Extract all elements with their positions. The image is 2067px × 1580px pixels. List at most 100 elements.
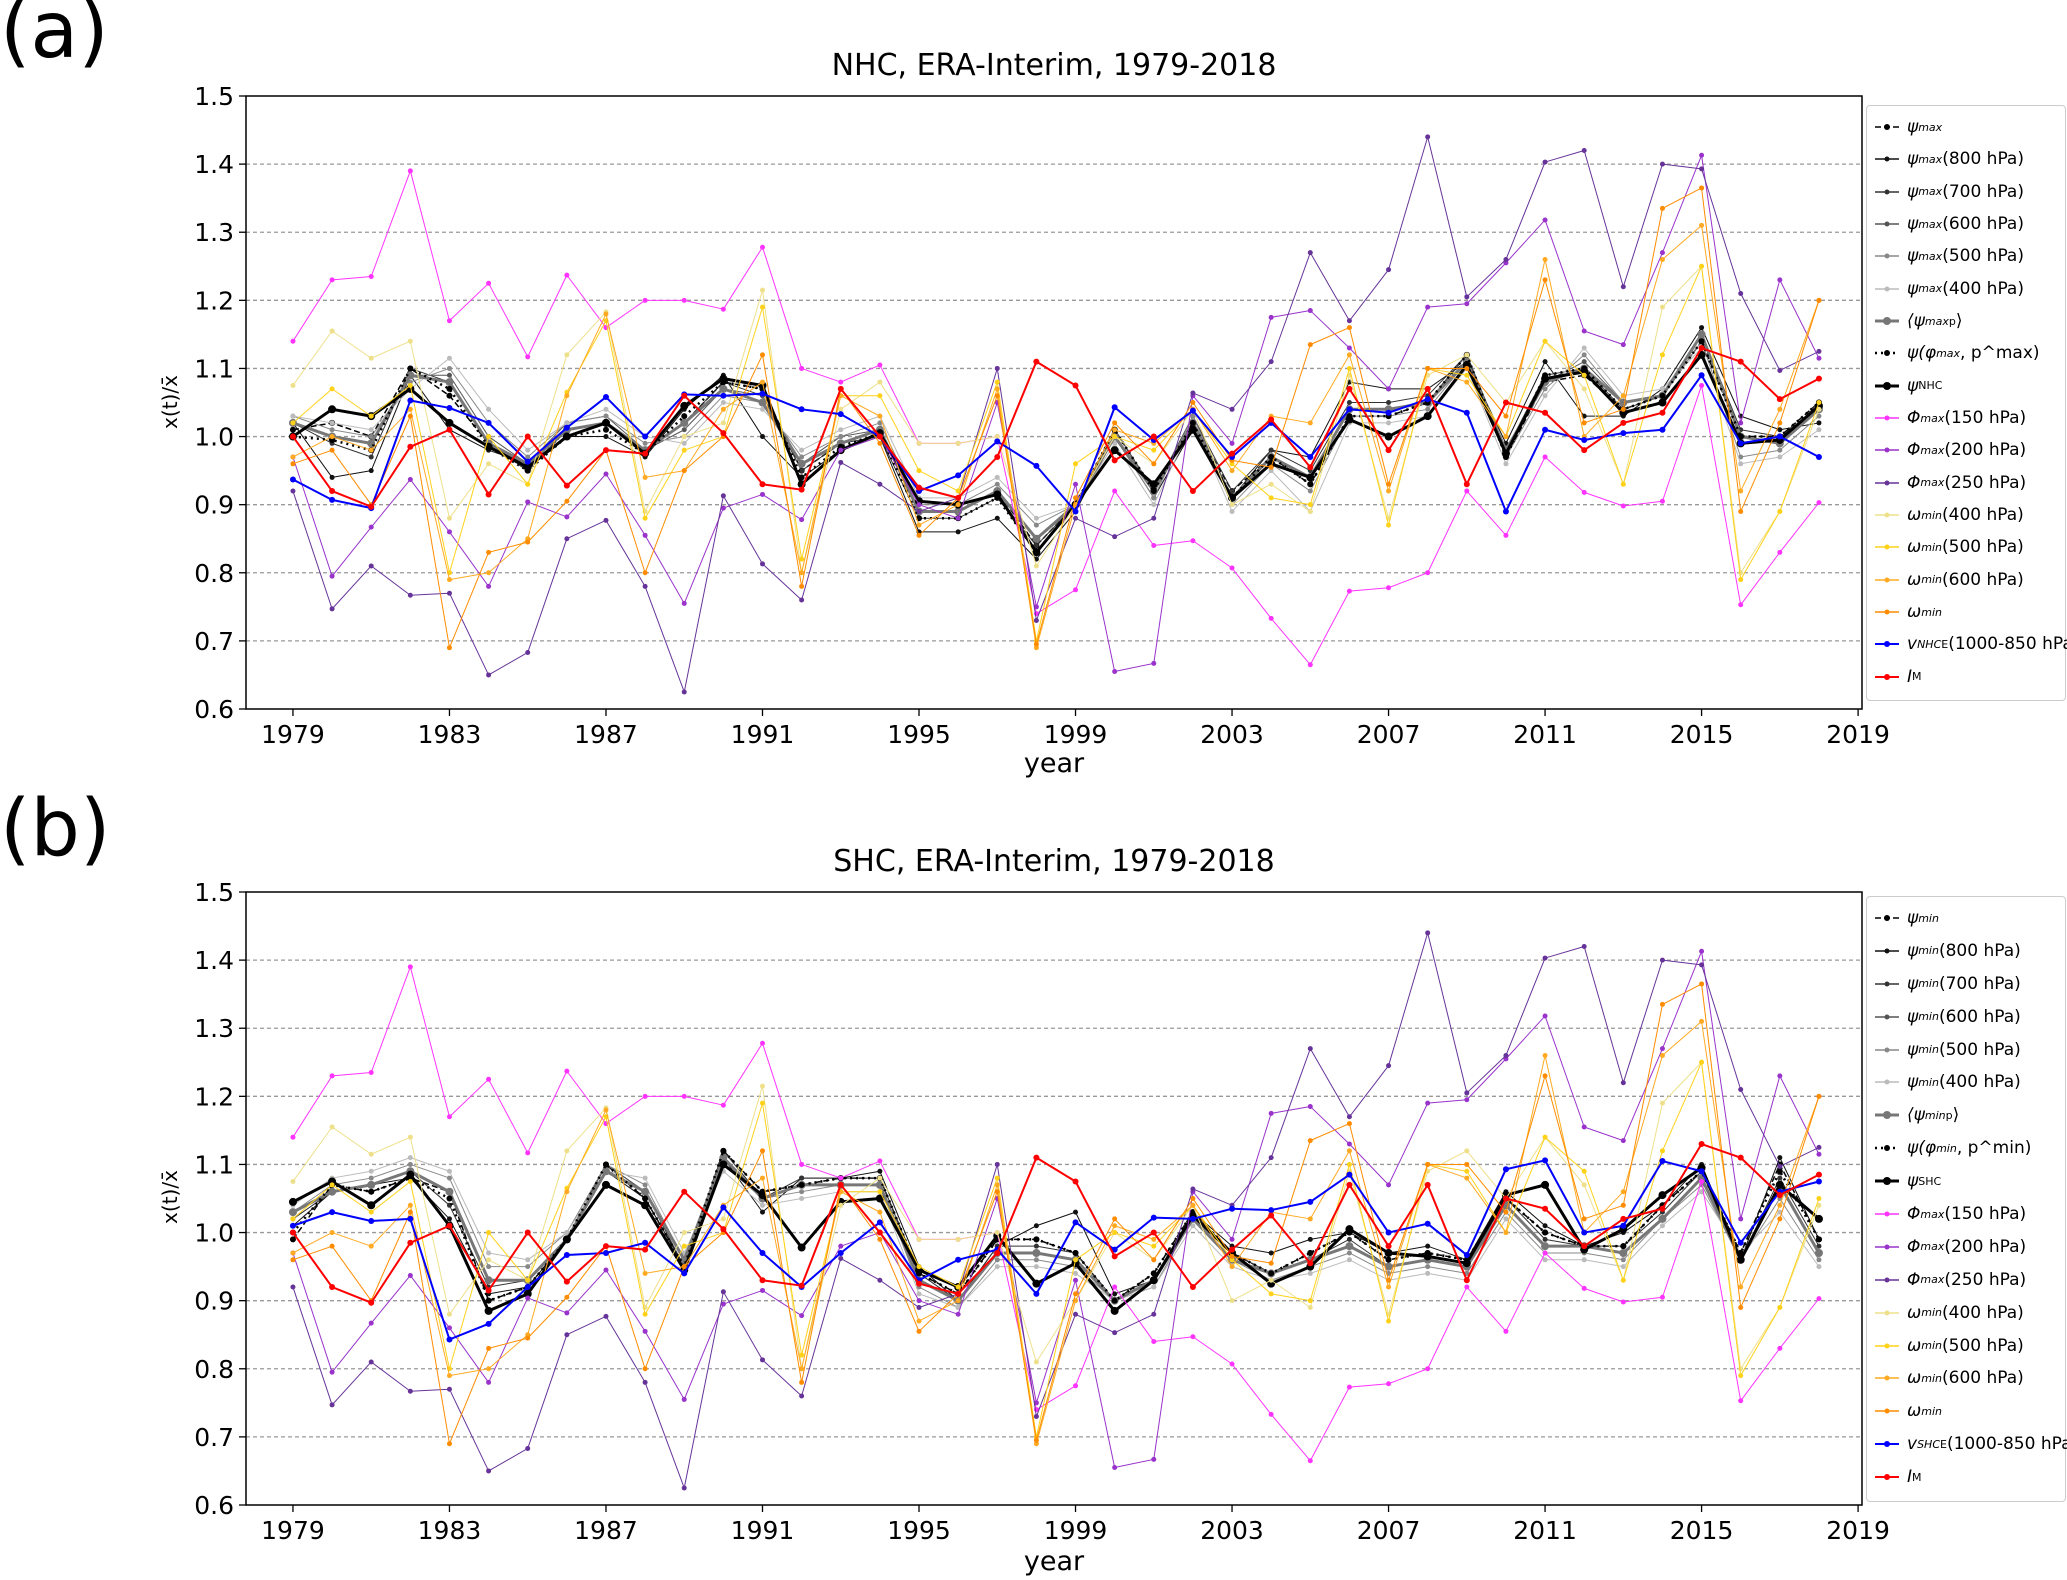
data-point [1112,1216,1118,1222]
legend-swatch-icon [1875,948,1899,954]
data-point [329,573,335,579]
data-point [1737,1154,1744,1161]
data-point [368,355,374,361]
y-tick-label: 0.6 [194,1491,234,1520]
data-point [1229,565,1235,571]
data-point [407,1134,413,1140]
data-point [1659,957,1665,963]
legend-entry: ψ max (400 hPa) [1873,274,2024,304]
data-point [1111,1246,1118,1253]
data-point [1188,425,1197,434]
data-point [1386,1277,1392,1283]
data-point [1112,434,1118,440]
data-point [720,400,726,405]
data-point [1033,543,1039,549]
data-point [290,488,296,494]
data-point [1659,304,1665,310]
legend-label-suffix: (250 hPa) [1944,472,2027,493]
legend-label-suffix: ⟩ [1955,311,1963,331]
data-point [328,1187,337,1196]
data-point [1073,1311,1079,1317]
data-point [407,592,413,598]
data-point [1737,358,1744,365]
data-point [1816,1196,1822,1201]
data-point [1073,1257,1079,1263]
legend-label-suffix: (1000-850 hPa) [1948,634,2067,655]
y-tick-label: 1.5 [194,878,234,907]
data-point [1658,1191,1667,1200]
legend-entry: ψ min [1873,903,1939,933]
data-point [838,1202,844,1208]
data-point [838,1175,844,1181]
data-point [1464,365,1470,371]
data-point [1503,256,1509,262]
data-point [720,1102,726,1108]
data-point [1620,481,1626,487]
legend-swatch-icon [1875,1211,1899,1217]
data-point [720,392,727,399]
data-point [1229,450,1236,457]
data-point [1073,481,1079,487]
legend-label-base: ψ [1907,1072,1919,1093]
data-point [799,1196,805,1201]
data-point [1464,294,1470,300]
data-point [564,514,570,520]
data-point [1659,409,1666,416]
data-point [1307,453,1314,460]
data-point [1112,669,1118,675]
legend-swatch-icon [1875,253,1899,259]
data-point [1229,1236,1235,1242]
data-point [1151,1456,1157,1462]
data-point [1738,1087,1744,1093]
series-line [292,1020,1820,1445]
data-point [1619,1248,1628,1257]
data-point [1698,1141,1705,1148]
x-tick-label: 1995 [887,720,951,749]
legend-label-sup: min [1918,1010,1939,1024]
data-point [799,1189,805,1195]
data-point [601,418,610,427]
data-point [1033,1223,1039,1229]
data-point [720,1289,726,1295]
data-point [289,426,296,433]
data-point [799,1393,805,1399]
data-point [1815,1171,1822,1178]
data-point [1501,449,1510,458]
x-tick-label: 2015 [1670,720,1734,749]
data-point [1777,1175,1783,1181]
data-point [603,311,609,317]
legend-entry: ω min (400 hPa) [1873,500,2024,530]
data-point [1777,1073,1783,1079]
data-point [759,1040,765,1046]
series-line [292,1061,1820,1438]
data-point [1581,372,1587,378]
data-point [329,447,335,453]
data-point [486,1366,492,1372]
data-point [955,502,961,508]
data-point [1777,1163,1783,1169]
data-point [837,1249,844,1256]
data-point [446,577,452,583]
legend-label-base: v [1907,634,1918,655]
data-point [290,1178,296,1184]
data-point [485,1320,492,1327]
data-point [877,1168,883,1174]
data-point [1346,325,1352,331]
legend-label-suffix: (200 hPa) [1944,440,2027,461]
legend-label-suffix: (200 hPa) [1944,1236,2027,1257]
data-point [603,434,609,440]
data-point [1777,1216,1783,1222]
data-point [446,392,453,399]
data-point [1659,205,1665,211]
data-point [876,433,883,440]
data-point [681,1485,687,1491]
legend-label-suffix: (700 hPa) [1942,181,2024,202]
data-point [1659,352,1665,358]
legend-label-suffix: (400 hPa) [1942,505,2024,525]
x-tick-label: 1987 [574,720,638,749]
data-point [446,385,453,392]
data-point [1346,1121,1352,1127]
data-point [1151,502,1157,508]
legend-label-base: ω [1907,602,1922,622]
data-point [290,413,296,419]
